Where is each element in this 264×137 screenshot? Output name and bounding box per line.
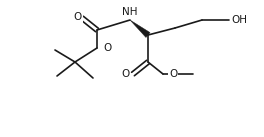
Polygon shape bbox=[130, 20, 150, 37]
Text: OH: OH bbox=[231, 15, 247, 25]
Text: O: O bbox=[74, 12, 82, 22]
Text: O: O bbox=[169, 69, 177, 79]
Text: O: O bbox=[121, 69, 129, 79]
Text: O: O bbox=[103, 43, 111, 53]
Text: NH: NH bbox=[122, 7, 138, 17]
